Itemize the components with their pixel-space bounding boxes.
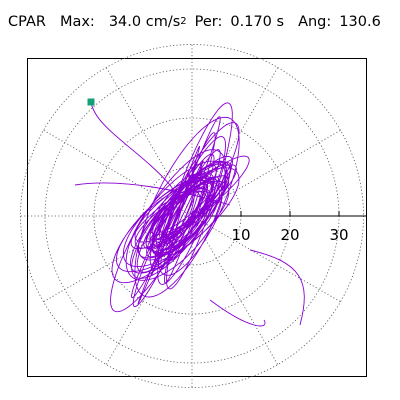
radial-tick-labels: 10 20 30 bbox=[231, 226, 348, 244]
grid-spoke bbox=[191, 215, 279, 365]
chart-title: CPAR Max: 34.0 cm/s 2 Per: 0.170 s Ang: 1… bbox=[8, 14, 381, 38]
trajectory-segment bbox=[209, 299, 266, 327]
max-unit-exponent: 2 bbox=[180, 16, 187, 27]
radial-tick-label: 20 bbox=[280, 226, 299, 244]
radial-tick-label: 30 bbox=[329, 226, 348, 244]
max-label: Max: bbox=[59, 14, 95, 30]
grid-spoke bbox=[191, 67, 279, 217]
angle-label: Ang: bbox=[298, 14, 332, 30]
grid-spoke bbox=[43, 129, 193, 217]
period-value: 0.170 s bbox=[230, 14, 285, 30]
trajectory-segment bbox=[249, 249, 305, 326]
motion-trace bbox=[74, 101, 305, 327]
station-code: CPAR bbox=[8, 14, 46, 30]
grid-spoke bbox=[191, 215, 341, 303]
radial-tick-label: 10 bbox=[231, 226, 250, 244]
angle-value: 130.6 bbox=[339, 14, 381, 30]
period-label: Per: bbox=[194, 14, 223, 30]
grid-spoke bbox=[43, 215, 193, 303]
max-value: 34.0 bbox=[108, 14, 142, 30]
plot-frame bbox=[27, 58, 367, 377]
trajectory-path bbox=[90, 101, 250, 313]
grid-spoke bbox=[191, 129, 341, 217]
trajectory-segment bbox=[74, 182, 231, 206]
grid-spoke bbox=[105, 67, 193, 217]
peak-marker bbox=[87, 98, 95, 106]
max-unit: cm/s bbox=[145, 14, 181, 30]
polar-axes bbox=[192, 211, 366, 217]
